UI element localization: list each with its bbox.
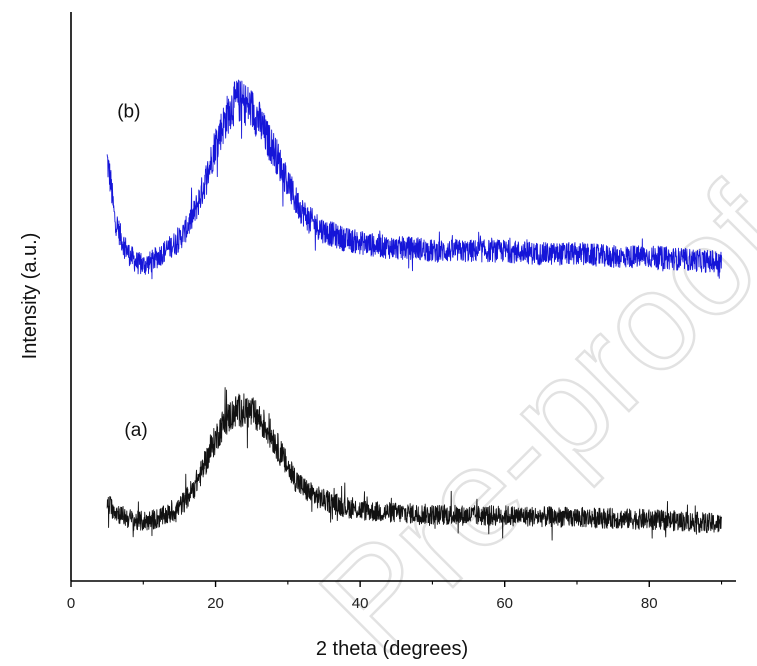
x-axis-title: 2 theta (degrees)	[316, 638, 468, 660]
series-line-a	[106, 387, 722, 541]
curve-label-a: (a)	[124, 420, 147, 441]
curve-label-b: (b)	[117, 101, 140, 122]
x-tick-label: 0	[67, 595, 75, 612]
y-axis-title: Intensity (a.u.)	[19, 233, 41, 360]
watermark-text: Pre-proof	[290, 157, 757, 666]
x-tick-label: 80	[641, 595, 658, 612]
x-tick-label: 60	[496, 595, 513, 612]
x-tick-label: 20	[207, 595, 224, 612]
series-line-b	[106, 79, 722, 280]
x-tick-label: 40	[352, 595, 369, 612]
